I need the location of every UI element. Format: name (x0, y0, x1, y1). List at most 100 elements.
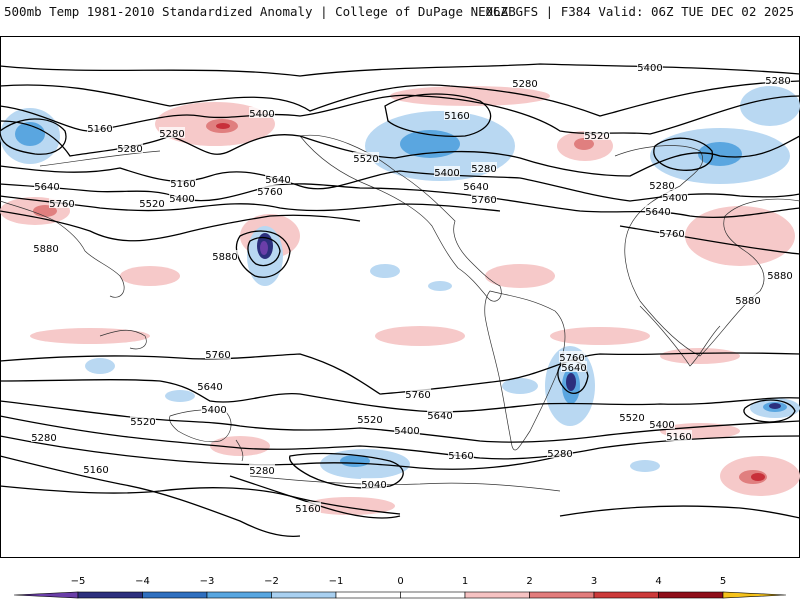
contour-label-bg (169, 192, 195, 203)
contour-label: 5400 (394, 426, 419, 437)
colorbar-segment (206, 591, 272, 599)
contour-label: 5640 (34, 182, 59, 193)
contour-label-bg (170, 177, 196, 188)
contour-label-bg (49, 197, 75, 208)
contour-label: 5520 (353, 154, 378, 165)
contour-label: 5400 (249, 109, 274, 120)
colorbar-segment (400, 591, 466, 599)
contour-label: 5280 (159, 129, 184, 140)
contour-label: 5760 (405, 390, 430, 401)
contour-label: 5280 (31, 433, 56, 444)
contour-label-bg (584, 129, 610, 140)
contour-label-bg (33, 242, 59, 253)
contour-label-bg (117, 142, 143, 153)
contour-label-bg (512, 77, 538, 88)
contour-label-bg (249, 464, 275, 475)
contour-label-bg (83, 463, 109, 474)
contour-label: 5760 (257, 187, 282, 198)
contour-label-bg (649, 179, 675, 190)
contour-label-bg (547, 447, 573, 458)
colorbar-segments (13, 591, 787, 599)
contour-label: 5640 (197, 382, 222, 393)
contour-label: 5760 (205, 350, 230, 361)
contour-label: 5880 (212, 252, 237, 263)
contour-label-bg (139, 197, 165, 208)
contour-label-bg (405, 388, 431, 399)
contour-label: 5760 (659, 229, 684, 240)
contour-label-bg (666, 430, 692, 441)
contour-label: 5400 (662, 193, 687, 204)
contour-label-bg (767, 269, 793, 280)
contour-label-bg (87, 122, 113, 133)
contour-label: 5520 (357, 415, 382, 426)
contour-label: 5880 (735, 296, 760, 307)
map-frame (0, 36, 800, 558)
contour-label-bg (637, 61, 663, 72)
contour-label-bg (257, 185, 283, 196)
contour-label-bg (353, 152, 379, 163)
coastlines (0, 134, 800, 492)
contour-label: 5160 (448, 451, 473, 462)
contour-label-bg (205, 348, 231, 359)
colorbar-tick-label: 1 (462, 576, 468, 587)
contour-label: 5640 (463, 182, 488, 193)
colorbar-over-triangle (722, 591, 787, 599)
colorbar: −5 −4 −3 −2 −1 0 1 2 3 4 5 (13, 576, 787, 599)
colorbar-under-triangle (13, 591, 79, 599)
contour-label: 5280 (649, 181, 674, 192)
contour-label: 5160 (170, 179, 195, 190)
run-valid-time: 06Z GFS | F384 Valid: 06Z TUE DEC 02 202… (485, 4, 794, 19)
contour-label: 5880 (33, 244, 58, 255)
contour-label-bg (295, 502, 321, 513)
contour-label: 5640 (645, 207, 670, 218)
contour-label: 5520 (139, 199, 164, 210)
contour-label-bg (249, 107, 275, 118)
contour-label: 5280 (249, 466, 274, 477)
contour-label-bg (130, 415, 156, 426)
contour-label-bg (31, 431, 57, 442)
contour-label-bg (34, 180, 60, 191)
colorbar-segment (77, 591, 143, 599)
contour-label: 5280 (512, 79, 537, 90)
colorbar-segment (529, 591, 595, 599)
contour-label: 5160 (87, 124, 112, 135)
contour-label-bg (561, 361, 587, 372)
contour-label-bg (444, 109, 470, 120)
contour-label-bg (265, 173, 291, 184)
contour-label: 5160 (83, 465, 108, 476)
contour-label-bg (394, 424, 420, 435)
contour-label-bg (357, 413, 383, 424)
contour-label: 5640 (427, 411, 452, 422)
contour-label-bg (434, 166, 460, 177)
contour-label: 5400 (169, 194, 194, 205)
contour-label: 5160 (666, 432, 691, 443)
colorbar-tick-label: −1 (329, 576, 344, 587)
contour-label: 5400 (201, 405, 226, 416)
colorbar-tick-label: 0 (397, 576, 403, 587)
contour-label-bg (212, 250, 238, 261)
contour-label-bg (201, 403, 227, 414)
contour-label: 5040 (361, 480, 386, 491)
contour-label-bg (645, 205, 671, 216)
contour-label: 5400 (434, 168, 459, 179)
colorbar-segment (593, 591, 659, 599)
contour-label: 5880 (767, 271, 792, 282)
contour-label-bg (649, 418, 675, 429)
colorbar-tick-label: −5 (71, 576, 86, 587)
contour-label-bg (197, 380, 223, 391)
colorbar-segment (464, 591, 530, 599)
contour-label: 5280 (471, 164, 496, 175)
colorbar-tick-label: 3 (591, 576, 597, 587)
colorbar-segment (658, 591, 724, 599)
contour-label-bg (463, 180, 489, 191)
contour-label-bg (559, 351, 585, 362)
contour-label: 5640 (265, 175, 290, 186)
contour-label: 5160 (444, 111, 469, 122)
contour-label-bg (765, 74, 791, 85)
contour-label: 5760 (471, 195, 496, 206)
contour-label-bg (471, 162, 497, 173)
contour-label: 5760 (49, 199, 74, 210)
contour-label: 5400 (649, 420, 674, 431)
colorbar-segment (335, 591, 401, 599)
